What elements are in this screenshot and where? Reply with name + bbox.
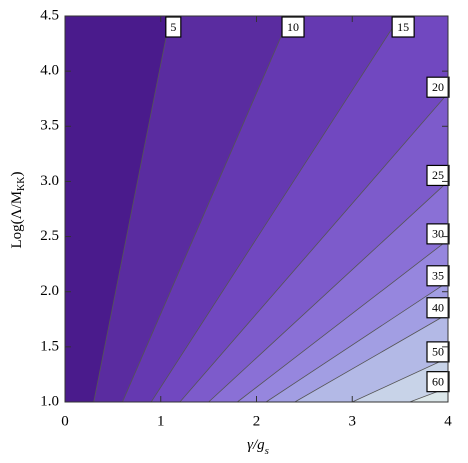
y-tick-label: 3.5 [40, 118, 59, 134]
contour-line [294, 313, 449, 403]
contour-line [352, 357, 449, 403]
contour-label-box [391, 16, 415, 38]
contour-label-text: 60 [432, 374, 444, 388]
contour-label-text: 25 [432, 168, 444, 182]
contour-line [150, 15, 401, 403]
contour-label: 35 [426, 265, 450, 287]
y-tick-label: 2.5 [40, 228, 59, 244]
y-tick-label: 1.0 [40, 393, 59, 409]
contour-label: 30 [426, 223, 450, 245]
y-label-end: ) [9, 172, 25, 177]
x-label-sub: s [265, 445, 269, 457]
y-tick-label: 2.0 [40, 283, 59, 299]
x-axis-label: γ/gs [247, 437, 269, 456]
contour-label: 10 [281, 16, 305, 38]
contour-label-box [426, 265, 450, 287]
x-tick-label: 4 [444, 413, 452, 429]
contour-label-box [165, 16, 182, 38]
x-tick-label: 2 [253, 413, 261, 429]
contour-line [179, 92, 449, 403]
contour-label-text: 30 [432, 227, 444, 241]
contour-label-text: 50 [432, 345, 444, 359]
y-tick-label: 3.0 [40, 173, 59, 189]
contour-label-text: 35 [432, 269, 444, 283]
contour-label: 60 [426, 371, 450, 393]
contour-line [237, 239, 449, 403]
x-label-main: γ/g [247, 437, 265, 453]
contour-label: 25 [426, 164, 450, 187]
y-label-sub: KK [16, 176, 27, 191]
contour-label-text: 20 [432, 80, 444, 94]
y-axis-label: Log(Λ/MKK) [9, 172, 27, 249]
contour-label-box [426, 164, 450, 187]
y-tick-label: 1.5 [40, 338, 59, 354]
contour-line [208, 181, 449, 403]
x-tick-label: 0 [61, 413, 69, 429]
contour-label-box [426, 371, 450, 393]
contour-label-text: 40 [432, 301, 444, 315]
contour-label-text: 15 [397, 20, 409, 34]
y-tick-label: 4.0 [40, 63, 59, 79]
contour-label: 40 [426, 297, 450, 319]
contour-label-text: 5 [170, 20, 176, 34]
contour-label: 15 [391, 16, 415, 38]
contour-label: 50 [426, 341, 450, 363]
contour-label-box [426, 297, 450, 319]
contour-line [265, 281, 449, 403]
contour-label-box [426, 223, 450, 245]
contour-line [93, 15, 171, 403]
contour-label: 20 [426, 76, 450, 98]
contour-label-box [426, 76, 450, 98]
contour-line [122, 15, 291, 403]
contour-label-box [281, 16, 305, 38]
x-tick-label: 1 [157, 413, 165, 429]
y-label-main: Log(Λ/M [9, 191, 25, 249]
y-tick-label: 4.5 [40, 7, 59, 23]
x-tick-label: 3 [349, 413, 357, 429]
contour-label: 5 [165, 16, 182, 38]
contour-label-text: 10 [287, 20, 299, 34]
